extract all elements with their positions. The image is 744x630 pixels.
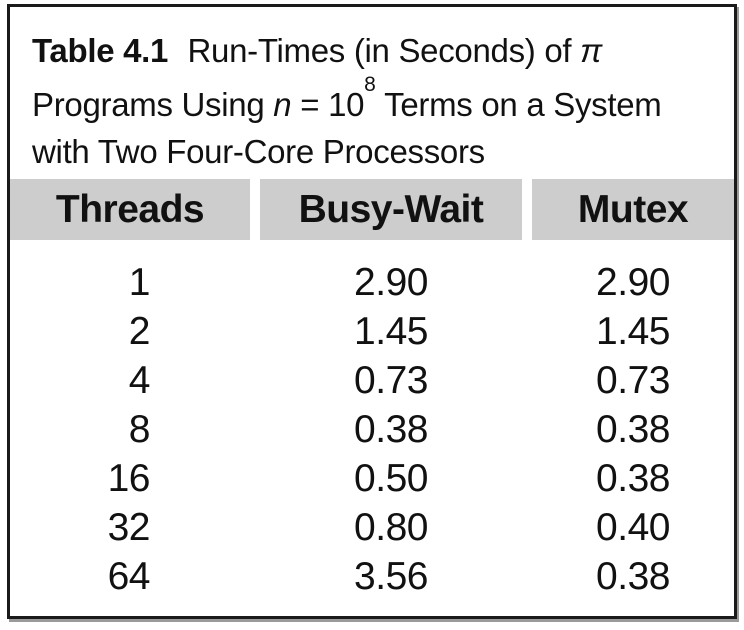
table-row: 4 0.73 0.73 (10, 356, 734, 405)
caption-text-2b: Terms on a System (384, 86, 662, 123)
pi-symbol: π (580, 32, 602, 69)
threads-cell: 2 (128, 309, 151, 353)
caption-text-1: Run-Times (in Seconds) of (187, 32, 572, 69)
mutex-cell: 0.38 (596, 554, 670, 598)
threads-cell: 32 (107, 505, 151, 549)
threads-cell: 8 (128, 407, 151, 451)
caption-text-2a: Programs Using (32, 86, 265, 123)
mutex-cell: 2.90 (596, 260, 670, 304)
mutex-cell: 1.45 (596, 309, 670, 353)
n-variable: n (273, 86, 292, 123)
table-row: 8 0.38 0.38 (10, 405, 734, 454)
threads-cell: 1 (128, 260, 151, 304)
power-exponent: 8 (364, 73, 376, 96)
table-row: 32 0.80 0.40 (10, 503, 734, 552)
threads-cell: 4 (128, 358, 151, 402)
table-card: Table 4.1 Run-Times (in Seconds) of π Pr… (7, 4, 737, 619)
table-body: 1 2.90 2.90 2 1.45 1.45 4 0.73 0.73 8 0.… (10, 240, 734, 601)
busy-wait-cell: 0.38 (354, 407, 428, 451)
column-header-mutex: Mutex (532, 179, 734, 240)
table-row: 16 0.50 0.38 (10, 454, 734, 503)
caption-line-3: with Two Four-Core Processors (32, 133, 485, 170)
caption-line-2: Programs Using n = 108 Terms on a System (32, 73, 716, 128)
column-header-busy-wait: Busy-Wait (260, 179, 522, 240)
busy-wait-cell: 3.56 (354, 554, 428, 598)
table-header-row: Threads Busy-Wait Mutex (10, 179, 734, 240)
busy-wait-cell: 0.73 (354, 358, 428, 402)
table-caption: Table 4.1 Run-Times (in Seconds) of π Pr… (32, 27, 716, 175)
mutex-cell: 0.73 (596, 358, 670, 402)
mutex-cell: 0.38 (596, 456, 670, 500)
threads-cell: 16 (107, 456, 151, 500)
busy-wait-cell: 1.45 (354, 309, 428, 353)
column-header-threads: Threads (10, 179, 250, 240)
mutex-cell: 0.38 (596, 407, 670, 451)
busy-wait-cell: 0.50 (354, 456, 428, 500)
table-row: 64 3.56 0.38 (10, 552, 734, 601)
table-number-label: Table 4.1 (32, 32, 169, 69)
mutex-cell: 0.40 (596, 505, 670, 549)
busy-wait-cell: 0.80 (354, 505, 428, 549)
table-row: 2 1.45 1.45 (10, 307, 734, 356)
table-row: 1 2.90 2.90 (10, 258, 734, 307)
power-base: 10 (328, 86, 365, 123)
threads-cell: 64 (107, 554, 151, 598)
caption-line-1: Table 4.1 Run-Times (in Seconds) of π (32, 27, 716, 74)
busy-wait-cell: 2.90 (354, 260, 428, 304)
equals-sign: = (300, 86, 320, 123)
